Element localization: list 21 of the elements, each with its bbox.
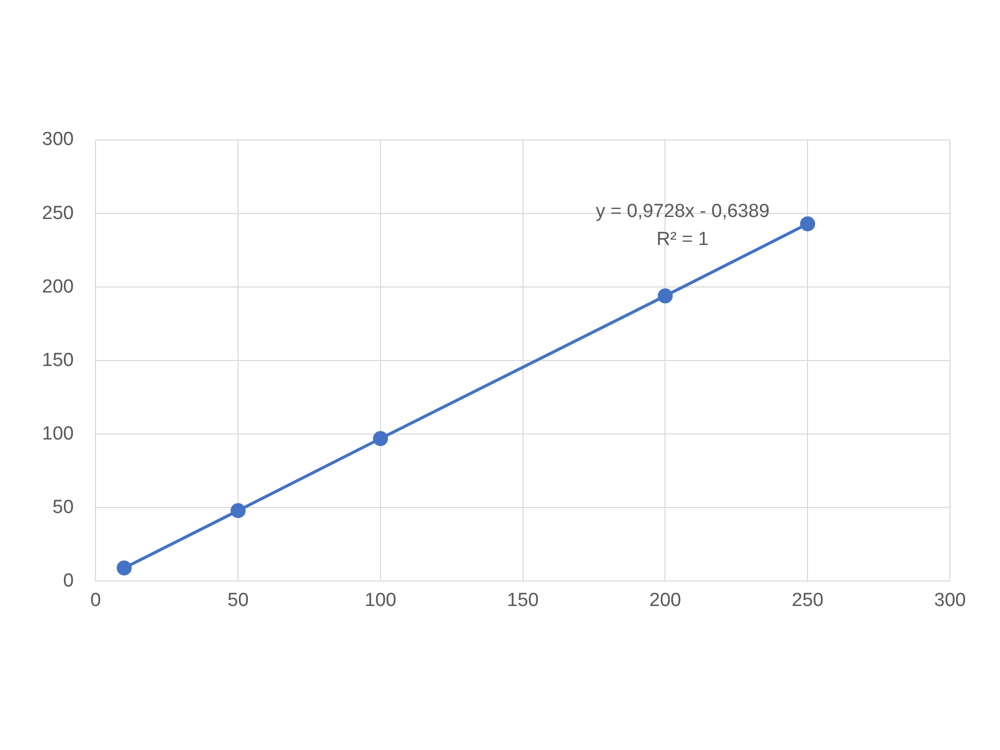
y-tick-label: 300 — [42, 129, 74, 150]
y-tick-label: 200 — [42, 276, 74, 298]
annotation: y = 0,9728x - 0,6389 — [596, 201, 770, 222]
x-tick-label: 200 — [649, 590, 682, 611]
point — [372, 431, 388, 446]
x-tick-label: 150 — [507, 590, 539, 611]
y-tick-label: 0 — [63, 570, 74, 592]
point — [230, 503, 246, 518]
x-tick-label: 250 — [792, 590, 824, 611]
x-tick-label: 50 — [228, 590, 249, 611]
point — [658, 288, 673, 304]
y-tick-label: 100 — [42, 423, 74, 444]
point — [800, 216, 816, 232]
y-tick-label: 250 — [42, 202, 74, 224]
x-tick-label: 300 — [934, 590, 966, 611]
point — [116, 560, 132, 576]
x-tick-label: 0 — [90, 590, 101, 611]
y-tick-label: 50 — [52, 496, 74, 518]
x-tick-label: 100 — [364, 590, 396, 611]
y-tick-label: 150 — [42, 350, 74, 371]
annotation: R² = 1 — [656, 229, 709, 250]
